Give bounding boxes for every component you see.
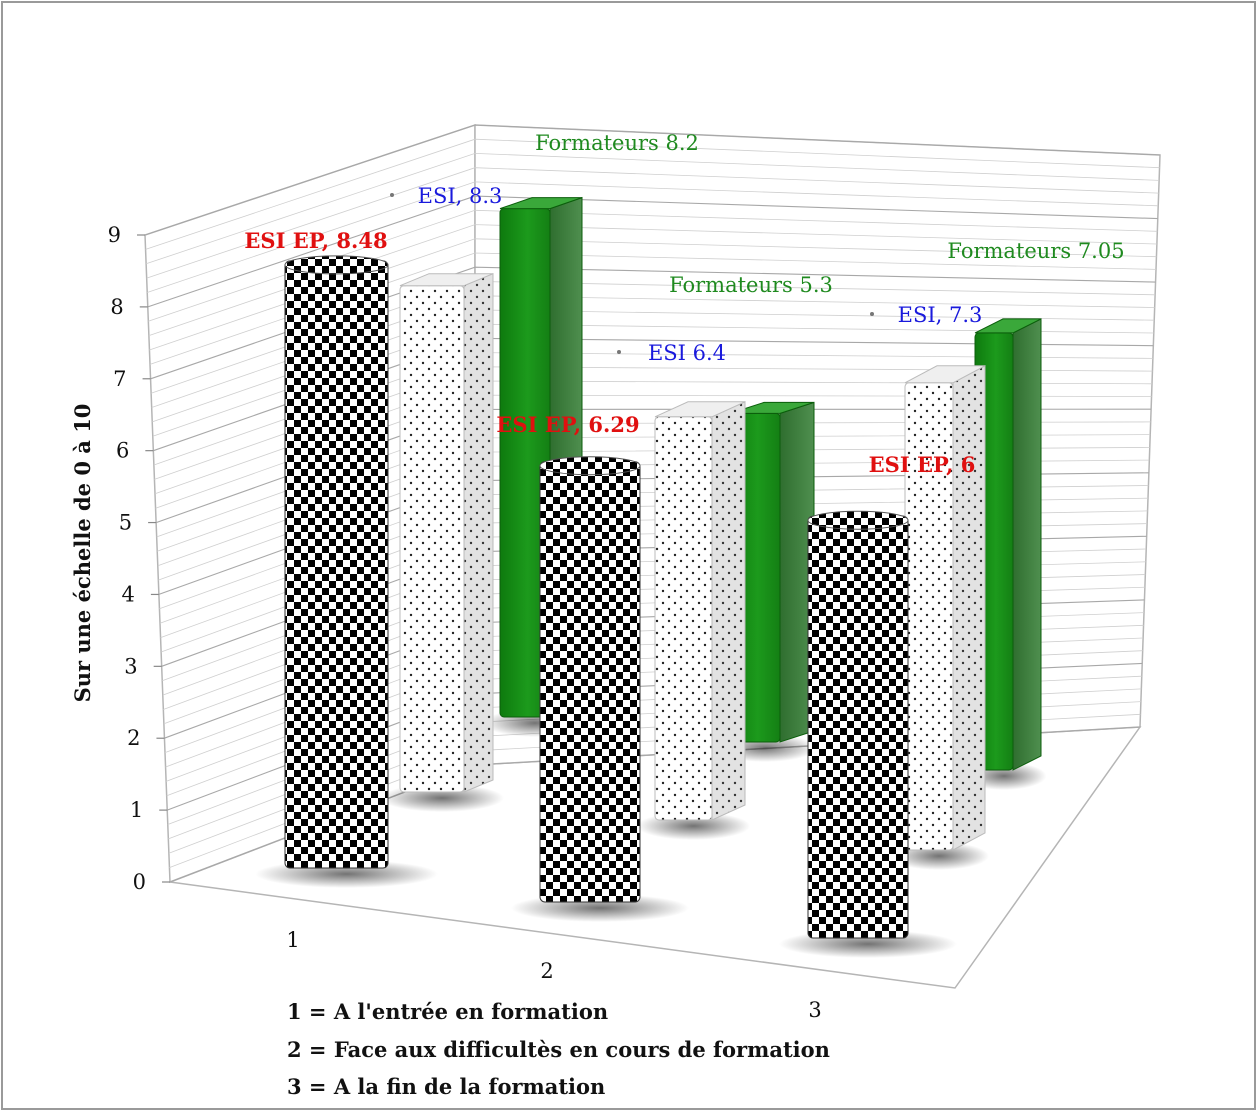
x-category-label: 1 <box>286 928 299 952</box>
category-notes: 1 = A l'entrée en formation 2 = Face aux… <box>287 999 830 1099</box>
bars-layer <box>255 196 1047 958</box>
y-axis-ticks: 0 1 2 3 4 5 6 7 8 9 <box>108 223 170 894</box>
bar-top <box>499 197 583 210</box>
y-tick-label: 2 <box>127 726 140 750</box>
label-marker <box>390 193 394 197</box>
bar-top <box>284 255 389 275</box>
gridline-minor <box>149 238 1157 351</box>
bar-front <box>807 515 909 939</box>
data-label-esi-1: ESI, 8.3 <box>418 184 503 208</box>
note-2: 2 = Face aux difficultès en cours de for… <box>287 1037 830 1062</box>
data-label-formateurs-3: Formateurs 7.05 <box>947 239 1124 263</box>
gridline-major <box>150 266 1156 380</box>
bar-top <box>807 510 909 530</box>
y-tick-label: 1 <box>130 798 143 822</box>
gridline-minor <box>147 181 1159 293</box>
note-3: 3 = A la fin de la formation <box>287 1074 605 1099</box>
y-tick-label: 7 <box>113 367 126 391</box>
data-label-formateurs-2: Formateurs 5.3 <box>669 273 833 297</box>
y-tick-label: 6 <box>116 439 129 463</box>
gridline-minor <box>145 152 1160 265</box>
bar-top <box>974 318 1042 334</box>
bar-front <box>284 260 389 869</box>
bar-esi-2 <box>636 401 751 840</box>
bar-top <box>399 273 494 287</box>
gridline-minor <box>149 252 1157 365</box>
label-marker <box>617 350 621 354</box>
bar-front <box>539 461 641 903</box>
y-tick-label: 8 <box>110 295 123 319</box>
bar-top <box>729 401 815 414</box>
data-labels-layer: ESI EP, 8.48 ESI EP, 6.29 ESI EP, 6 ESI, 8.… <box>244 131 1124 477</box>
data-label-esi-ep-3: ESI EP, 6 <box>869 452 976 477</box>
bar-side <box>1012 318 1042 771</box>
label-marker <box>870 312 874 316</box>
data-label-esi-ep-1: ESI EP, 8.48 <box>244 228 387 253</box>
data-label-esi-ep-2: ESI EP, 6.29 <box>496 412 639 437</box>
bar-top <box>654 401 746 418</box>
gridline-major <box>144 124 1161 236</box>
y-tick-label: 3 <box>124 654 137 678</box>
y-tick-label: 0 <box>133 870 146 894</box>
bar-esi-ep-3 <box>779 510 957 958</box>
x-category-label: 3 <box>808 998 821 1022</box>
data-label-esi-3: ESI, 7.3 <box>898 303 983 327</box>
bar-esi-ep-2 <box>511 456 689 922</box>
x-axis-categories: 1 2 3 <box>286 928 821 1022</box>
bar-top <box>904 365 986 384</box>
gridline-major <box>147 195 1158 308</box>
bar-side <box>463 272 494 793</box>
y-tick-label: 9 <box>108 223 121 247</box>
data-label-esi-2: ESI 6.4 <box>648 341 726 365</box>
data-label-formateurs-1: Formateurs 8.2 <box>535 131 699 155</box>
y-tick-label: 5 <box>119 511 132 535</box>
x-category-label: 2 <box>540 959 553 983</box>
bar-top <box>539 456 641 476</box>
gridline-minor <box>146 167 1159 279</box>
gridline-minor <box>145 138 1160 250</box>
bar-side <box>952 364 986 851</box>
gridline-minor <box>148 224 1157 336</box>
bar-side <box>711 401 746 821</box>
bar-esi-1 <box>380 272 504 812</box>
bar-esi-ep-1 <box>255 255 438 888</box>
bar-front <box>654 416 713 821</box>
bar-esi-3 <box>889 364 989 870</box>
y-tick-label: 4 <box>122 582 135 606</box>
y-axis-label: Sur une échelle de 0 à 10 <box>70 404 95 703</box>
bar-front <box>399 285 465 793</box>
gridline-minor <box>148 209 1158 322</box>
note-1: 1 = A l'entrée en formation <box>287 999 608 1024</box>
